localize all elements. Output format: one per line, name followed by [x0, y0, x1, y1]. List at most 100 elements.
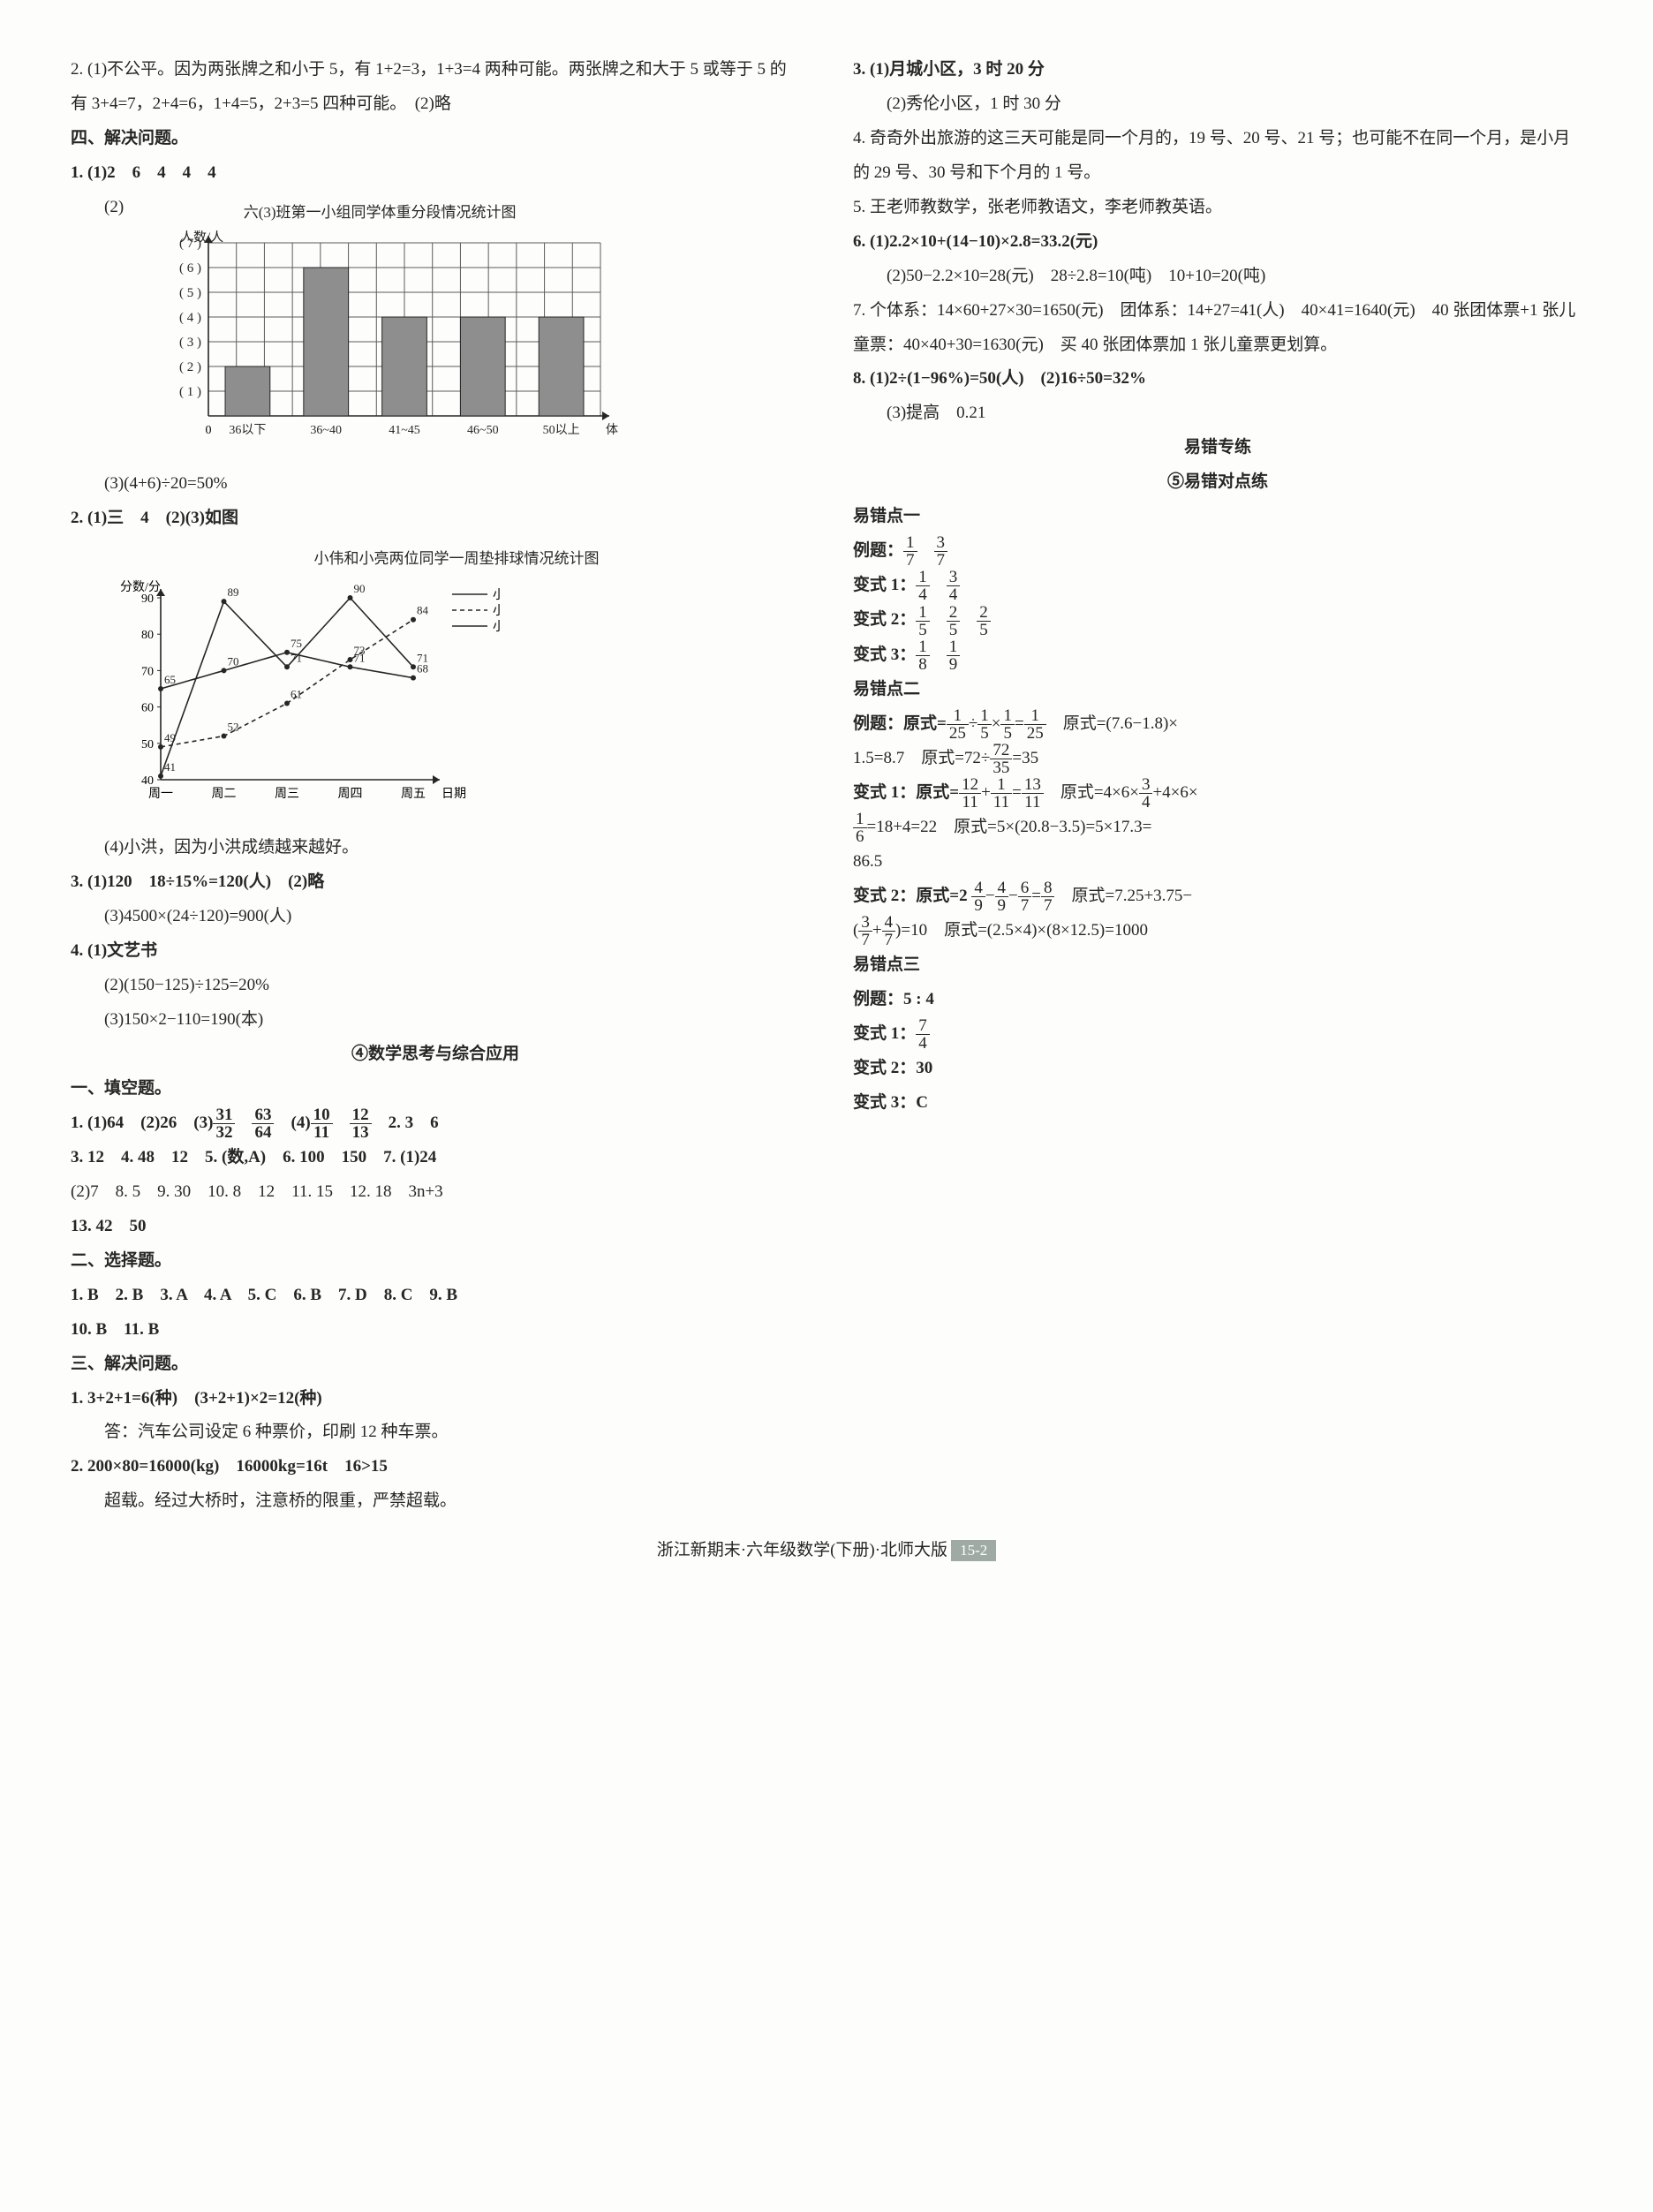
section-title: ④数学思考与综合应用: [71, 1038, 800, 1072]
svg-text:73: 73: [354, 644, 366, 657]
v22-l2: (37+47)=10 原式=(2.5×4)×(8×12.5)=1000: [853, 914, 1582, 948]
heading: 二、选择题。: [71, 1244, 800, 1279]
ex2: 例题：原式=125÷15×15=125 原式=(7.6−1.8)×: [853, 707, 1582, 742]
v33: 变式 3：C: [853, 1086, 1582, 1121]
page-footer: 浙江新期末·六年级数学(下册)·北师大版15-2: [71, 1536, 1582, 1561]
svg-text:( 5 ): ( 5 ): [179, 286, 201, 300]
p: (2)(150−125)÷125=20%: [71, 969, 800, 1003]
bar-chart: 六(3)班第一小组同学体重分段情况统计图 人数/人( 1 )( 2 )( 3 )…: [141, 198, 618, 460]
p: (3)4500×(24÷120)=900(人): [71, 900, 800, 934]
svg-text:( 4 ): ( 4 ): [179, 311, 201, 325]
svg-text:40: 40: [141, 774, 154, 788]
v3: 变式 3：18 19: [853, 638, 1582, 673]
svg-text:61: 61: [291, 688, 302, 701]
svg-text:80: 80: [141, 630, 154, 643]
fill-1: 1. (1)64 (2)26 (3)3132 6364 (4)1011 1213…: [71, 1106, 800, 1141]
p: 超载。经过大桥时，注意桥的限重，严禁超载。: [71, 1484, 800, 1519]
p: 7. 个体系：14×60+27×30=1650(元) 团体系：14+27=41(…: [853, 294, 1582, 363]
svg-text:36以下: 36以下: [230, 424, 267, 437]
svg-text:71: 71: [291, 652, 302, 665]
svg-text:( 1 ): ( 1 ): [179, 385, 201, 399]
svg-text:70: 70: [141, 666, 154, 679]
svg-text:52: 52: [228, 721, 239, 734]
v22: 变式 2：原式=2 49−49−67=87 原式=7.25+3.75−: [853, 880, 1582, 914]
section-title: ⑤易错对点练: [853, 465, 1582, 500]
error-point: 易错点一: [853, 500, 1582, 534]
q1b-label: (2): [71, 191, 124, 225]
svg-text:周三: 周三: [275, 788, 299, 801]
svg-text:46~50: 46~50: [467, 424, 499, 437]
svg-text:36~40: 36~40: [311, 424, 343, 437]
p: 6. (1)2.2×10+(14−10)×2.8=33.2(元): [853, 225, 1582, 260]
svg-text:周二: 周二: [212, 788, 237, 801]
p: 3. 12 4. 48 12 5. (数,A) 6. 100 150 7. (1…: [71, 1141, 800, 1175]
line-title: 小伟和小亮两位同学一周垫排球情况统计图: [113, 544, 800, 575]
p: 2. (1)不公平。因为两张牌之和小于 5，有 1+2=3，1+3=4 两种可能…: [71, 53, 800, 122]
svg-text:周五: 周五: [401, 788, 426, 801]
p: 1. B 2. B 3. A 4. A 5. C 6. B 7. D 8. C …: [71, 1279, 800, 1313]
svg-text:周一: 周一: [148, 788, 173, 801]
svg-text:周四: 周四: [338, 788, 363, 801]
svg-text:( 7 ): ( 7 ): [179, 237, 201, 251]
p: 3. (1)120 18÷15%=120(人) (2)略: [71, 865, 800, 900]
p: 答：汽车公司设定 6 种票价，印刷 12 种车票。: [71, 1416, 800, 1450]
p: (3)提高 0.21: [853, 396, 1582, 431]
bar-title: 六(3)班第一小组同学体重分段情况统计图: [141, 198, 618, 229]
svg-text:50: 50: [141, 738, 154, 751]
svg-text:小洪: 小洪: [493, 620, 502, 634]
p: (2)7 8. 5 9. 30 10. 8 12 11. 15 12. 18 3…: [71, 1175, 800, 1210]
p: 2. (1)三 4 (2)(3)如图: [71, 502, 800, 536]
ex2-l2: 1.5=8.7 原式=72÷7235=35: [853, 742, 1582, 776]
p: 10. B 11. B: [71, 1313, 800, 1348]
svg-text:0: 0: [206, 424, 212, 437]
svg-text:分数/分: 分数/分: [120, 580, 161, 594]
svg-text:( 6 ): ( 6 ): [179, 261, 201, 276]
v2: 变式 2：15 25 25: [853, 603, 1582, 638]
p: 4. 奇奇外出旅游的这三天可能是同一个月的，19 号、20 号、21 号；也可能…: [853, 122, 1582, 191]
heading: 一、填空题。: [71, 1072, 800, 1106]
p: 13. 42 50: [71, 1210, 800, 1244]
v21-l2: 16=18+4=22 原式=5×(20.8−3.5)=5×17.3=: [853, 811, 1582, 845]
svg-text:65: 65: [164, 673, 176, 686]
p: (2)50−2.2×10=28(元) 28÷2.8=10(吨) 10+10=20…: [853, 260, 1582, 294]
v21: 变式 1：原式=1211+111=1311 原式=4×6×34+4×6×: [853, 776, 1582, 811]
v32: 变式 2：30: [853, 1052, 1582, 1086]
svg-text:50以上: 50以上: [543, 423, 580, 437]
p: 1. 3+2+1=6(种) (3+2+1)×2=12(种): [71, 1382, 800, 1416]
error-point: 易错点二: [853, 673, 1582, 707]
heading: 四、解决问题。: [71, 122, 800, 156]
v1: 变式 1：14 34: [853, 569, 1582, 603]
svg-text:84: 84: [417, 604, 429, 617]
svg-text:89: 89: [228, 585, 239, 599]
svg-text:( 2 ): ( 2 ): [179, 360, 201, 374]
svg-text:70: 70: [228, 655, 239, 668]
left-column: 2. (1)不公平。因为两张牌之和小于 5，有 1+2=3，1+3=4 两种可能…: [71, 53, 800, 1519]
v31: 变式 1：74: [853, 1017, 1582, 1052]
ex1: 例题：17 37: [853, 534, 1582, 569]
heading: 三、解决问题。: [71, 1348, 800, 1382]
svg-text:90: 90: [354, 582, 366, 595]
svg-text:( 3 ): ( 3 ): [179, 336, 201, 350]
line-chart: 小伟和小亮两位同学一周垫排球情况统计图 405060708090分数/分周一周二…: [113, 544, 800, 824]
right-column: 3. (1)月城小区，3 时 20 分 (2)秀伦小区，1 时 30 分 4. …: [853, 53, 1582, 1519]
svg-text:71: 71: [417, 652, 428, 665]
svg-text:41: 41: [164, 760, 176, 774]
svg-text:体重段/kg: 体重段/kg: [606, 423, 618, 437]
v21-l3: 86.5: [853, 845, 1582, 880]
p: (4)小洪，因为小洪成绩越来越好。: [71, 831, 800, 865]
svg-text:90: 90: [141, 593, 154, 606]
error-point: 易错点三: [853, 948, 1582, 983]
svg-text:41~45: 41~45: [389, 424, 420, 437]
svg-text:日期: 日期: [442, 787, 466, 801]
p: 8. (1)2÷(1−96%)=50(人) (2)16÷50=32%: [853, 362, 1582, 396]
svg-text:小伟: 小伟: [493, 588, 502, 602]
p: 2. 200×80=16000(kg) 16000kg=16t 16>15: [71, 1450, 800, 1484]
p: 1. (1)2 6 4 4 4: [71, 156, 800, 191]
p: (3)150×2−110=190(本): [71, 1003, 800, 1038]
svg-text:小亮: 小亮: [493, 603, 502, 618]
p: 4. (1)文艺书: [71, 934, 800, 969]
p: (2)秀伦小区，1 时 30 分: [853, 87, 1582, 122]
p: 3. (1)月城小区，3 时 20 分: [853, 53, 1582, 87]
svg-text:60: 60: [141, 702, 154, 715]
section-title: 易错专练: [853, 431, 1582, 465]
